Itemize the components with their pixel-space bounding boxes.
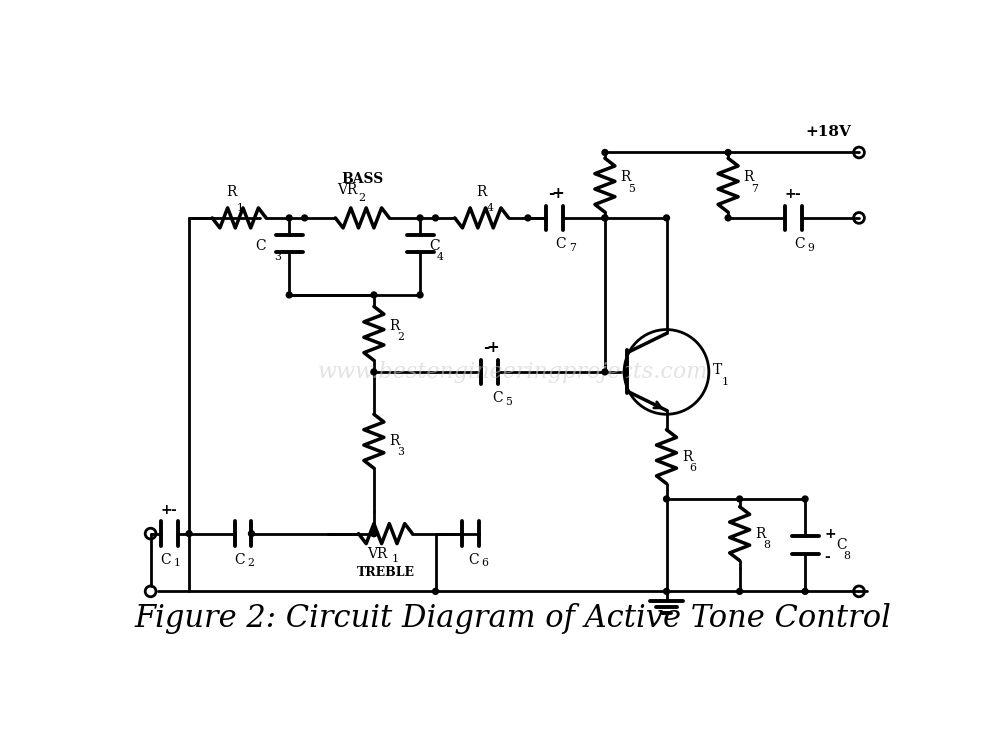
Circle shape [802, 588, 808, 594]
Text: -: - [483, 340, 490, 355]
Circle shape [802, 496, 808, 502]
Circle shape [417, 215, 423, 221]
Text: 3: 3 [397, 447, 404, 458]
Text: 7: 7 [751, 184, 758, 193]
Circle shape [664, 588, 669, 594]
Text: 1: 1 [392, 554, 399, 564]
Circle shape [371, 292, 377, 298]
Circle shape [602, 369, 608, 375]
Circle shape [286, 292, 292, 298]
Circle shape [525, 215, 531, 221]
Text: R: R [682, 449, 692, 463]
Text: C: C [255, 238, 266, 252]
Circle shape [371, 531, 377, 537]
Text: R: R [389, 434, 400, 448]
Circle shape [602, 215, 608, 221]
Circle shape [433, 215, 438, 221]
Text: R: R [755, 527, 765, 541]
Text: +: + [824, 527, 836, 541]
Text: 2: 2 [358, 193, 366, 203]
Circle shape [725, 150, 731, 156]
Text: www.bestengineeringprojects.com: www.bestengineeringprojects.com [317, 361, 708, 383]
Text: VR: VR [337, 183, 357, 197]
Text: C: C [429, 238, 440, 252]
Text: 8: 8 [844, 551, 851, 562]
Circle shape [286, 215, 292, 221]
Circle shape [602, 150, 608, 156]
Circle shape [302, 215, 308, 221]
Text: 8: 8 [763, 539, 770, 550]
Text: 1: 1 [237, 203, 244, 213]
Text: R: R [389, 319, 400, 333]
Text: 5: 5 [628, 184, 635, 193]
Text: 1: 1 [722, 377, 729, 387]
Text: 9: 9 [807, 243, 814, 252]
Text: -: - [170, 503, 176, 517]
Text: VR: VR [368, 548, 388, 562]
Circle shape [737, 588, 743, 594]
Text: +: + [552, 186, 564, 201]
Text: R: R [226, 184, 237, 199]
Circle shape [433, 588, 438, 594]
Text: C: C [836, 538, 847, 552]
Text: C: C [492, 391, 502, 405]
Circle shape [417, 292, 423, 298]
Circle shape [664, 496, 669, 502]
Circle shape [725, 215, 731, 221]
Text: BASS: BASS [341, 171, 383, 185]
Text: C: C [556, 237, 566, 251]
Text: TREBLE: TREBLE [356, 566, 414, 579]
Circle shape [664, 215, 669, 221]
Text: Figure 2: Circuit Diagram of Active Tone Control: Figure 2: Circuit Diagram of Active Tone… [134, 603, 891, 634]
Circle shape [737, 496, 743, 502]
Text: 2: 2 [247, 558, 254, 568]
Text: +: + [785, 187, 796, 201]
Text: -: - [824, 550, 830, 564]
Text: +18V: +18V [805, 125, 851, 139]
Text: 2: 2 [397, 332, 404, 342]
Text: +: + [486, 340, 499, 355]
Text: 3: 3 [274, 252, 281, 262]
Text: R: R [477, 184, 487, 199]
Text: -: - [549, 186, 555, 201]
Text: T: T [713, 363, 722, 377]
Text: 4: 4 [437, 252, 444, 262]
Text: 6: 6 [482, 558, 489, 568]
Text: C: C [234, 553, 244, 567]
Text: 1: 1 [174, 558, 181, 568]
Circle shape [371, 369, 377, 375]
Circle shape [371, 531, 377, 537]
Text: C: C [161, 553, 171, 567]
Text: 5: 5 [505, 396, 512, 407]
Text: 7: 7 [569, 243, 576, 252]
Text: -: - [794, 187, 800, 201]
Text: R: R [620, 170, 631, 184]
Circle shape [186, 531, 192, 537]
Text: C: C [794, 237, 805, 251]
Circle shape [249, 531, 254, 537]
Text: 6: 6 [690, 463, 697, 473]
Circle shape [602, 215, 608, 221]
Text: 4: 4 [487, 203, 494, 213]
Text: R: R [744, 170, 754, 184]
Text: +: + [161, 503, 173, 517]
Text: C: C [469, 553, 479, 567]
